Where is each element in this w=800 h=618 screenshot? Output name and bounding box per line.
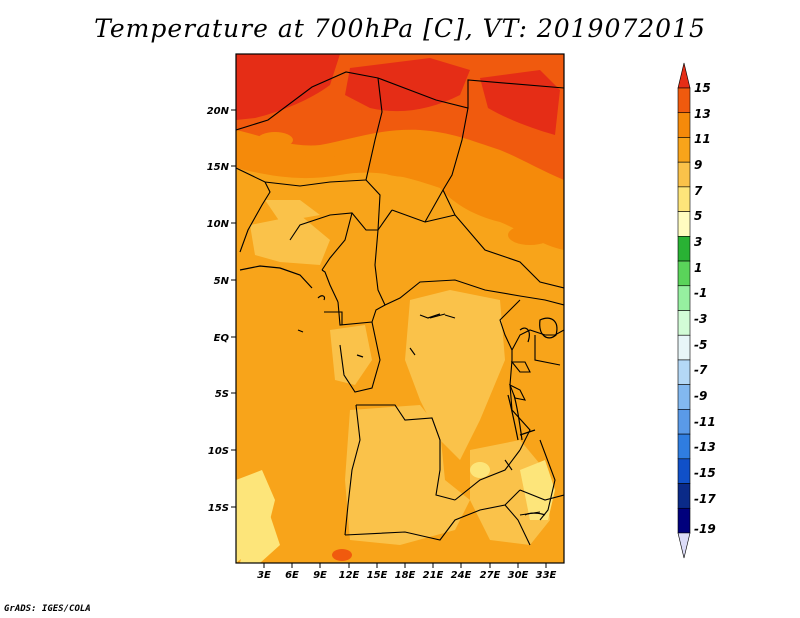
colorbar-top-arrow xyxy=(677,62,691,89)
colorbar-label: 11 xyxy=(694,132,711,146)
lat-tick-label: 5N xyxy=(214,276,230,287)
colorbar-label: -9 xyxy=(694,389,707,403)
colorbar: 15 13 11 9 7 5 3 1 -1 -3 -5 -7 -9 -11 -1… xyxy=(677,62,716,559)
lon-tick-label: 27E xyxy=(480,570,501,581)
lat-tick-label: 10N xyxy=(207,219,230,230)
colorbar-label: 5 xyxy=(694,209,702,223)
colorbar-box xyxy=(677,483,691,509)
lat-axis: 20N 15N 10N 5N EQ 5S 10S 15S xyxy=(207,106,236,514)
colorbar-box xyxy=(677,137,691,163)
colorbar-box xyxy=(677,161,691,188)
lakes-and-coasts xyxy=(239,265,558,516)
colorbar-label: 7 xyxy=(694,184,703,198)
colorbar-box xyxy=(677,211,691,237)
colorbar-label: 1 xyxy=(694,261,702,275)
colorbar-box xyxy=(677,112,691,138)
lon-axis: 3E 6E 9E 12E 15E 18E 21E 24E 27E 30E 33E xyxy=(257,563,557,581)
colorbar-box xyxy=(677,384,691,410)
temperature-field xyxy=(236,54,564,563)
colorbar-box xyxy=(677,236,691,262)
colorbar-label: 13 xyxy=(694,107,711,121)
colorbar-label: -13 xyxy=(694,440,716,454)
colorbar-label: -19 xyxy=(694,522,716,536)
colorbar-label: 3 xyxy=(694,235,702,249)
country-borders xyxy=(236,71,564,546)
colorbar-label: -11 xyxy=(694,415,716,429)
colorbar-label: -17 xyxy=(694,492,716,506)
lat-tick-label: 5S xyxy=(215,389,229,400)
lon-tick-label: 24E xyxy=(451,570,472,581)
lon-tick-label: 33E xyxy=(536,570,557,581)
grads-credit: GrADS: IGES/COLA xyxy=(4,604,91,614)
colorbar-box xyxy=(677,285,691,311)
colorbar-label: -3 xyxy=(694,312,707,326)
lat-tick-label: 15N xyxy=(207,162,230,173)
colorbar-box xyxy=(677,186,691,212)
colorbar-boxes xyxy=(677,62,691,559)
colorbar-box xyxy=(677,359,691,385)
lon-tick-label: 21E xyxy=(423,570,444,581)
colorbar-box xyxy=(677,260,691,287)
lat-tick-label: 20N xyxy=(207,106,230,117)
colorbar-box xyxy=(677,507,691,534)
colorbar-box xyxy=(677,433,691,460)
lon-tick-label: 3E xyxy=(257,570,271,581)
colorbar-label: 15 xyxy=(694,81,711,95)
colorbar-box xyxy=(677,458,691,484)
lon-tick-label: 15E xyxy=(367,570,388,581)
colorbar-box xyxy=(677,310,691,336)
map-title: Temperature at 700hPa [C], VT: 201907201… xyxy=(94,14,706,43)
colorbar-box xyxy=(677,409,691,435)
lon-tick-label: 30E xyxy=(508,570,529,581)
colorbar-label: -1 xyxy=(694,286,707,300)
colorbar-bottom-arrow xyxy=(677,532,691,559)
lon-tick-label: 6E xyxy=(285,570,299,581)
colorbar-label: -5 xyxy=(694,338,707,352)
colorbar-box xyxy=(677,334,691,361)
colorbar-box xyxy=(677,87,691,114)
lon-tick-label: 18E xyxy=(395,570,416,581)
lon-tick-label: 9E xyxy=(313,570,327,581)
colorbar-label: -7 xyxy=(694,363,708,377)
colorbar-label: 9 xyxy=(694,158,702,172)
lat-tick-label: 15S xyxy=(208,503,229,514)
lon-tick-label: 12E xyxy=(339,570,360,581)
lat-tick-label: EQ xyxy=(214,333,230,344)
colorbar-label: -15 xyxy=(694,466,716,480)
plot-frame xyxy=(235,53,565,564)
lat-tick-label: 10S xyxy=(208,446,229,457)
